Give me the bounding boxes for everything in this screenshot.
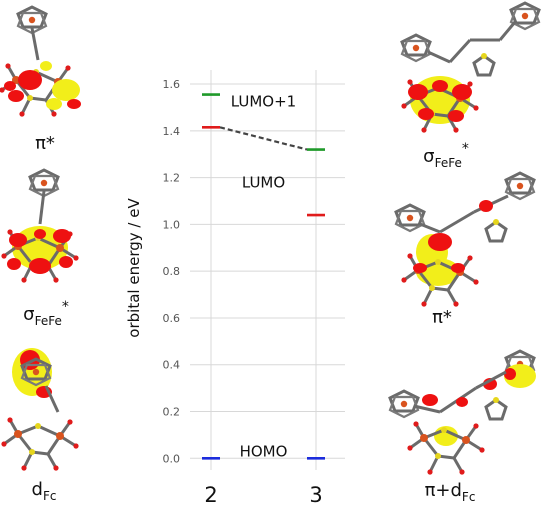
- diiron-core-icon: [405, 419, 487, 477]
- orbital-caption-right-3: π+dFc: [425, 480, 476, 504]
- connectors: [219, 126, 308, 151]
- orbital-image-left-3: dFc: [0, 348, 81, 503]
- level-label-homo: HOMO: [240, 442, 288, 460]
- ferrocene-icon: [504, 171, 536, 201]
- level-connector: [219, 126, 308, 151]
- ferrocene-icon: [394, 203, 426, 233]
- x-category-label-3: 3: [309, 483, 322, 507]
- diiron-core-icon: [0, 415, 81, 473]
- orbital-image-left-2: σFeFe*: [0, 168, 81, 328]
- thiophene-ring-icon: [484, 395, 508, 421]
- grid: [190, 70, 345, 470]
- y-tick-label: 0.6: [163, 312, 181, 325]
- energy-levels: [202, 93, 325, 460]
- y-tick-label: 1.4: [163, 125, 181, 138]
- y-tick-label: 1.6: [163, 78, 181, 91]
- y-tick-label: 1.0: [163, 218, 181, 231]
- y-tick-label: 0.8: [163, 265, 181, 278]
- level-labels: LUMO+1 LUMO HOMO: [231, 93, 296, 461]
- orbital-caption-left-2: σFeFe*: [23, 299, 69, 328]
- ferrocene-icon: [388, 389, 420, 419]
- thiophene-ring-icon: [484, 217, 508, 243]
- orbital-image-left-1: π*: [0, 5, 81, 154]
- thiophene-ring-icon: [472, 51, 496, 77]
- y-tick-label: 1.2: [163, 172, 181, 185]
- level-label-lumo: LUMO: [242, 173, 285, 191]
- y-tick-label: 0.2: [163, 406, 181, 419]
- orbital-caption-right-1: σFeFe*: [423, 141, 469, 170]
- y-axis-title: orbital energy / eV: [125, 198, 143, 338]
- y-axis-ticks: 0.0 0.2 0.4 0.6 0.8 1.0 1.2 1.4 1.6: [163, 78, 181, 465]
- orbital-caption-left-1: π*: [35, 133, 55, 154]
- ferrocene-icon: [509, 1, 541, 31]
- energy-diagram: 0.0 0.2 0.4 0.6 0.8 1.0 1.2 1.4 1.6 LUMO+1 LUMO HO…: [125, 70, 345, 507]
- ferrocene-icon: [400, 33, 432, 63]
- orbital-caption-right-2: π*: [432, 307, 452, 328]
- orbital-caption-left-3: dFc: [32, 479, 57, 503]
- y-tick-label: 0.0: [163, 452, 181, 465]
- orbital-image-right-3: π+dFc: [388, 349, 536, 504]
- orbital-image-right-2: π*: [394, 171, 536, 328]
- orbital-image-right-1: σFeFe*: [399, 1, 541, 170]
- y-tick-label: 0.4: [163, 359, 181, 372]
- x-category-label-2: 2: [204, 483, 217, 507]
- level-label-lumoplus1: LUMO+1: [231, 93, 296, 111]
